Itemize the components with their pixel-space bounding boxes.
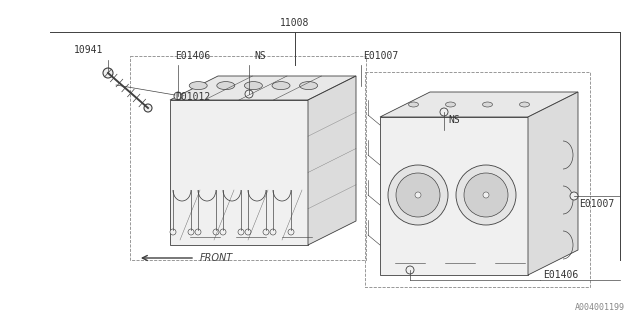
Circle shape (456, 165, 516, 225)
Polygon shape (308, 76, 356, 245)
Polygon shape (170, 100, 308, 245)
Circle shape (483, 192, 489, 198)
Circle shape (238, 229, 244, 235)
Polygon shape (528, 92, 578, 275)
Text: FRONT: FRONT (200, 253, 233, 263)
Circle shape (144, 104, 152, 112)
Text: E01406: E01406 (543, 270, 579, 280)
Ellipse shape (189, 82, 207, 90)
Circle shape (288, 229, 294, 235)
Ellipse shape (300, 82, 317, 90)
Text: NS: NS (448, 115, 460, 125)
Circle shape (245, 229, 251, 235)
Ellipse shape (408, 102, 419, 107)
Circle shape (440, 108, 448, 116)
Circle shape (415, 192, 421, 198)
Text: A004001199: A004001199 (575, 303, 625, 312)
Circle shape (213, 229, 219, 235)
Text: 11008: 11008 (280, 18, 310, 28)
Circle shape (220, 229, 226, 235)
Circle shape (388, 165, 448, 225)
Ellipse shape (244, 82, 262, 90)
Circle shape (245, 90, 253, 98)
Text: NS: NS (254, 51, 266, 61)
Ellipse shape (445, 102, 456, 107)
Circle shape (263, 229, 269, 235)
Ellipse shape (272, 82, 290, 90)
Circle shape (195, 229, 201, 235)
Text: D01012: D01012 (175, 92, 211, 102)
Ellipse shape (483, 102, 493, 107)
Polygon shape (380, 117, 528, 275)
Text: 10941: 10941 (74, 45, 103, 55)
Text: E01406: E01406 (175, 51, 211, 61)
Circle shape (464, 173, 508, 217)
Circle shape (396, 173, 440, 217)
Ellipse shape (217, 82, 235, 90)
Circle shape (170, 229, 176, 235)
Text: E01007: E01007 (579, 199, 614, 209)
Polygon shape (380, 92, 578, 117)
Ellipse shape (520, 102, 529, 107)
Circle shape (570, 192, 578, 200)
Polygon shape (170, 76, 356, 100)
Circle shape (270, 229, 276, 235)
Circle shape (103, 68, 113, 78)
Circle shape (188, 229, 194, 235)
Text: E01007: E01007 (363, 51, 398, 61)
Circle shape (174, 92, 182, 100)
Circle shape (406, 266, 414, 274)
